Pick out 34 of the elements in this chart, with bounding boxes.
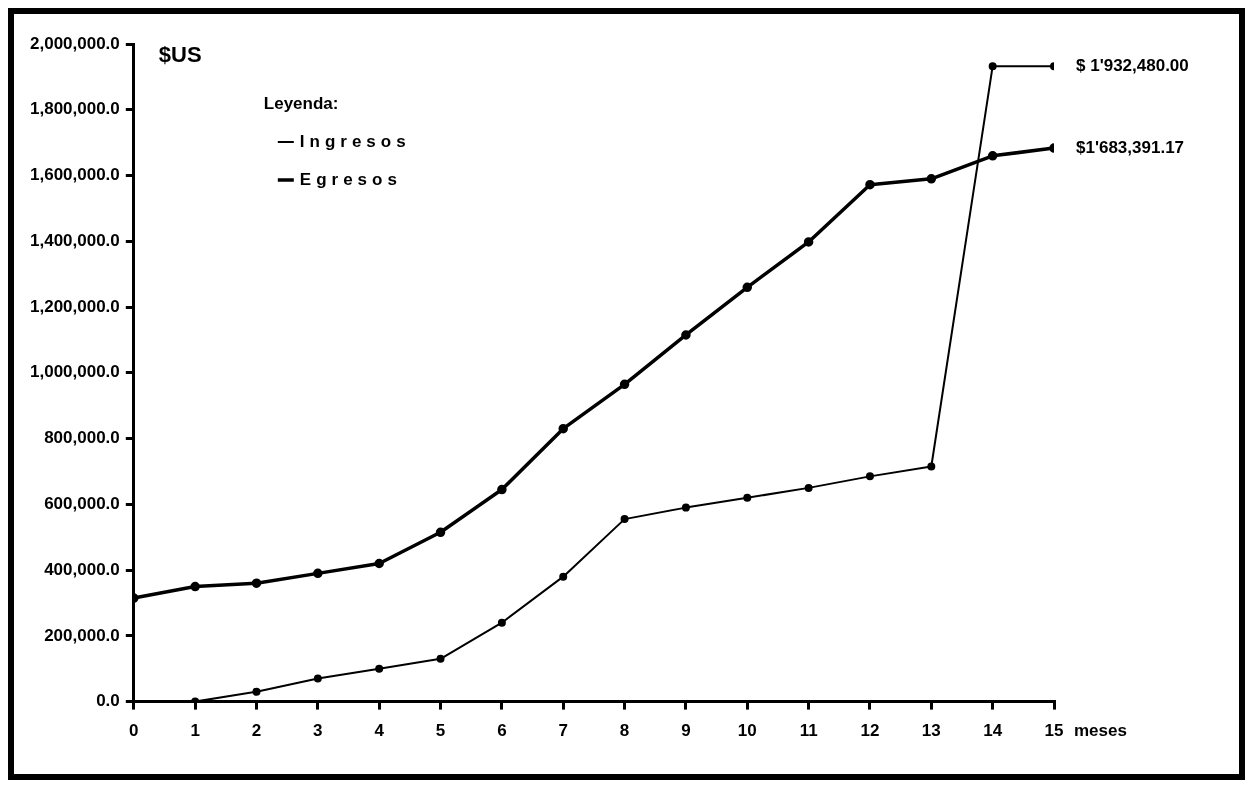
x-tick-label: 10: [737, 721, 757, 741]
annotation: $ 1'932,480.00: [1076, 55, 1189, 75]
x-tick-label: 3: [313, 721, 323, 741]
y-tick-label: 1,600,000.0: [29, 165, 120, 185]
x-axis-title: meses: [1074, 721, 1127, 741]
x-tick-label: 14: [983, 721, 1003, 741]
x-tick-label: 13: [921, 721, 941, 741]
x-tick-label: 2: [251, 721, 262, 741]
y-tick-label: 200,000.0: [44, 625, 120, 645]
y-tick-label: 1,400,000.0: [29, 230, 120, 250]
annotation: $1'683,391.17: [1076, 137, 1185, 157]
y-tick-label: 1,200,000.0: [29, 296, 120, 316]
x-tick-label: 7: [558, 721, 568, 741]
x-tick-label: 9: [681, 721, 691, 741]
y-tick-label: 600,000.0: [44, 494, 120, 514]
x-tick-label: 6: [497, 721, 507, 741]
x-tick-label: 8: [619, 721, 630, 741]
x-tick-label: 4: [374, 721, 385, 741]
legend-label: Ingresos: [299, 131, 411, 151]
x-tick-label: 5: [435, 721, 446, 741]
y-tick-label: 1,000,000.0: [29, 362, 120, 382]
y-axis-title: $US: [158, 42, 202, 68]
x-tick-label: 15: [1044, 721, 1064, 741]
y-tick-label: 1,800,000.0: [29, 99, 120, 119]
y-tick-label: 400,000.0: [44, 559, 120, 579]
y-tick-label: 800,000.0: [44, 428, 120, 448]
x-tick-label: 12: [860, 721, 880, 741]
x-tick-label: 1: [190, 721, 200, 741]
y-tick-label: 0.0: [96, 691, 120, 711]
y-tick-label: 2,000,000.0: [29, 33, 120, 53]
legend-title: Leyenda:: [263, 93, 339, 113]
legend-label: Egresos: [299, 169, 402, 189]
x-tick-label: 0: [129, 721, 139, 741]
x-tick-label: 11: [799, 721, 818, 741]
